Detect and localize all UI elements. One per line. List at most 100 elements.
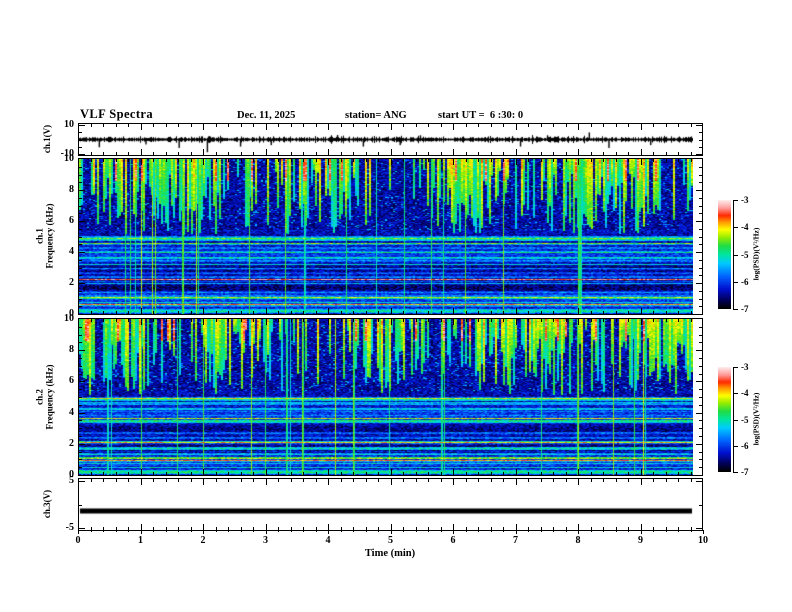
figure-title: VLF Spectra <box>80 107 154 121</box>
x-tick-mark <box>653 479 654 482</box>
y-tick-mark <box>696 350 702 352</box>
x-tick-mark <box>240 159 242 162</box>
x-tick-mark-outer <box>165 530 167 532</box>
x-tick-mark-outer <box>78 530 79 534</box>
x-tick-mark <box>178 124 179 127</box>
x-tick-mark <box>165 311 167 314</box>
x-tick-mark <box>490 472 492 475</box>
x-tick-mark <box>190 319 192 322</box>
x-tick-mark <box>515 479 517 485</box>
x-tick-mark <box>440 319 442 322</box>
x-tick-mark <box>465 472 467 475</box>
x-tick-mark <box>628 479 629 482</box>
x-tick-mark <box>153 159 154 162</box>
x-tick-mark <box>465 527 467 530</box>
y-tick-mark <box>699 132 702 134</box>
x-tick-mark <box>315 319 317 322</box>
x-tick-mark <box>603 124 604 127</box>
x-tick-mark <box>628 319 629 322</box>
y-tick-mark <box>79 397 82 398</box>
y-tick-mark <box>79 153 85 155</box>
y-tick-mark <box>79 412 85 414</box>
x-tick-mark <box>328 469 329 475</box>
y-tick-mark <box>79 146 82 148</box>
ch3-waveform-canvas <box>79 479 693 530</box>
y-tick-mark <box>699 197 702 199</box>
x-tick-mark <box>240 472 242 475</box>
x-tick-mark <box>515 159 517 165</box>
x-tick-mark <box>415 124 417 127</box>
station-label: station= ANG <box>345 110 407 121</box>
y-tick-mark <box>696 283 702 284</box>
x-tick-mark <box>190 152 192 155</box>
x-tick-mark <box>478 311 479 314</box>
x-tick-mark <box>253 472 254 475</box>
y-tick-mark <box>79 190 85 191</box>
x-tick-mark <box>553 152 554 155</box>
x-tick-mark <box>528 311 529 314</box>
y-tick-mark <box>699 290 702 292</box>
x-tick-mark <box>503 152 504 155</box>
x-tick-mark <box>303 311 304 314</box>
x-tick-mark <box>240 319 242 322</box>
y-tick-label: 0 <box>69 308 74 319</box>
y-tick-mark <box>699 298 702 300</box>
x-tick-mark <box>628 472 629 475</box>
x-tick-mark <box>390 479 392 485</box>
y-tick-label: 6 <box>69 375 74 387</box>
colorbar-2-gradient <box>718 367 731 472</box>
x-tick-mark <box>365 319 367 322</box>
x-tick-mark <box>440 311 442 314</box>
x-tick-mark <box>303 479 304 482</box>
x-tick-mark <box>278 311 279 314</box>
x-tick-mark <box>203 524 204 530</box>
x-tick-mark <box>590 319 592 322</box>
x-tick-mark <box>565 152 567 155</box>
x-tick-mark <box>653 311 654 314</box>
x-tick-mark <box>90 311 92 314</box>
x-tick-mark <box>115 311 117 314</box>
y-tick-mark <box>79 236 82 238</box>
x-tick-mark <box>453 149 454 155</box>
x-tick-mark <box>315 159 317 162</box>
y-tick-mark <box>79 290 82 292</box>
x-tick-mark <box>103 311 104 314</box>
colorbar-tick-mark <box>733 200 738 201</box>
y-tick-mark <box>696 125 702 127</box>
x-tick-mark <box>440 124 442 127</box>
x-tick-mark-outer <box>665 530 667 532</box>
y-tick-mark <box>79 275 82 277</box>
x-tick-mark <box>503 479 504 482</box>
x-tick-mark <box>678 152 679 155</box>
x-tick-mark <box>328 319 329 325</box>
x-tick-mark <box>403 527 404 530</box>
x-tick-mark-outer <box>640 530 642 534</box>
x-tick-mark <box>140 319 142 325</box>
colorbar-tick-mark <box>733 227 738 229</box>
x-tick-mark <box>440 527 442 530</box>
y-tick-label: 2 <box>69 277 74 288</box>
x-tick-mark <box>228 527 229 530</box>
y-tick-mark <box>699 373 702 375</box>
x-tick-mark <box>165 152 167 155</box>
x-tick-mark <box>103 472 104 475</box>
x-tick-mark <box>190 472 192 475</box>
x-tick-mark <box>340 159 342 162</box>
x-tick-mark <box>553 479 554 482</box>
x-tick-mark-outer <box>278 530 279 532</box>
ch2-spec-ylabel: ch.2 Frequency (kHz) <box>35 364 55 429</box>
x-tick-mark <box>640 308 642 314</box>
x-tick-mark <box>228 124 229 127</box>
x-tick-mark <box>528 479 529 482</box>
y-tick-mark <box>699 326 702 328</box>
x-tick-mark <box>665 319 667 322</box>
x-tick-mark <box>315 152 317 155</box>
y-tick-mark <box>79 459 82 461</box>
y-tick-mark <box>79 228 82 230</box>
x-tick-mark <box>90 124 92 127</box>
x-tick-mark <box>665 472 667 475</box>
x-tick-mark <box>540 124 542 127</box>
x-tick-mark <box>290 527 292 530</box>
x-tick-mark-outer <box>703 530 704 534</box>
x-tick-mark <box>390 308 392 314</box>
